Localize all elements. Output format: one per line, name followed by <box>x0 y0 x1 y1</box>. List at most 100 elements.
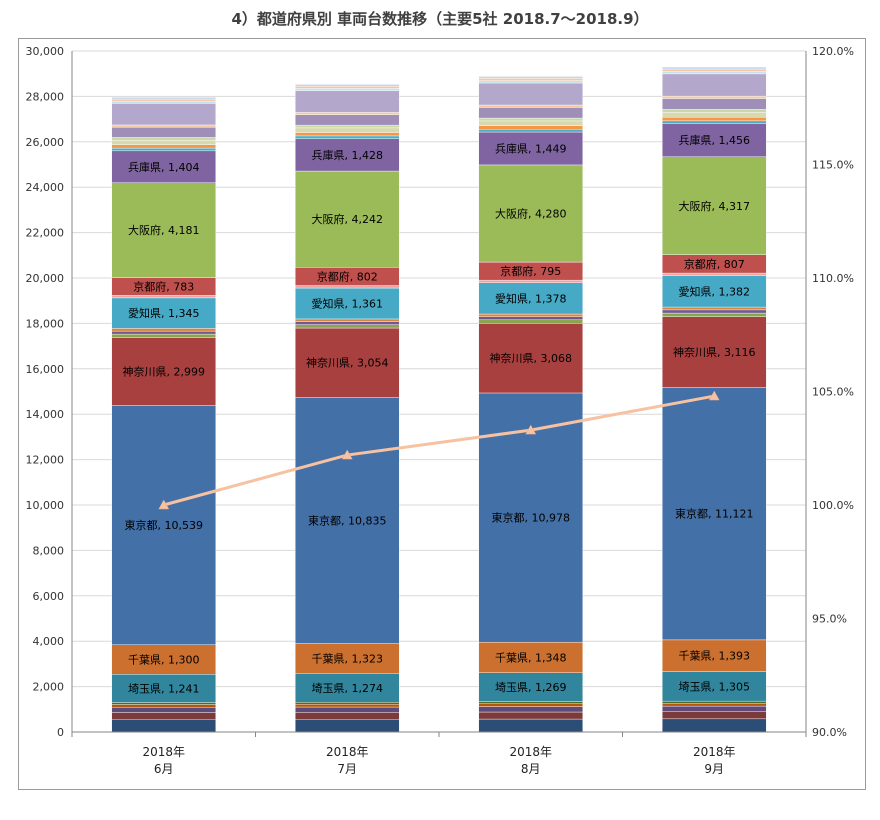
bar-segment <box>478 78 583 81</box>
data-label: 埼玉県, 1,305 <box>679 679 750 693</box>
bar-segment <box>478 279 583 283</box>
bar-segment <box>111 100 216 104</box>
bar-segment-神奈川県 <box>478 323 583 394</box>
data-label: 千葉県, 1,348 <box>495 650 566 664</box>
bar-segment <box>662 112 767 118</box>
data-label: 神奈川県, 2,999 <box>123 365 205 379</box>
data-label: 兵庫県, 1,456 <box>679 133 750 147</box>
data-label: 兵庫県, 1,449 <box>495 141 566 155</box>
bar-segment <box>111 719 216 733</box>
bar-segment-東京都 <box>111 405 216 646</box>
bar-segment <box>295 702 400 705</box>
growth-line <box>163 394 715 507</box>
y2-tick-label: 100.0% <box>812 499 854 512</box>
bar-segment <box>111 147 216 152</box>
bar-segment <box>478 313 583 317</box>
x-tick-label: 2018年 6月 <box>142 745 185 776</box>
bar-segment <box>478 80 583 84</box>
data-label: 京都府, 802 <box>317 269 378 283</box>
line-marker <box>708 390 720 401</box>
bar-segment <box>478 117 583 122</box>
bar-segment <box>662 711 767 720</box>
bar-segment <box>111 127 216 138</box>
bar-segment-大阪府 <box>662 156 767 255</box>
data-label: 東京都, 10,835 <box>308 513 386 527</box>
bar-segment <box>295 86 400 89</box>
bar-segment <box>662 306 767 311</box>
bar-segment <box>111 702 216 705</box>
y-tick-label: 6,000 <box>33 590 65 603</box>
data-label: 神奈川県, 3,116 <box>673 345 755 359</box>
bar-segment <box>662 68 767 72</box>
bar-segment <box>295 318 400 322</box>
bar-segment <box>662 98 767 110</box>
y-tick-label: 12,000 <box>26 454 65 467</box>
bar-segment <box>111 137 216 141</box>
bar-segment <box>111 103 216 126</box>
bar-segment <box>478 316 583 321</box>
bar-segment <box>662 95 767 99</box>
data-label: 東京都, 10,978 <box>492 511 570 525</box>
bar-segment <box>662 703 767 707</box>
bar-segment <box>662 718 767 733</box>
line-marker <box>341 449 353 460</box>
bar-segment-兵庫県 <box>662 123 767 157</box>
data-label: 兵庫県, 1,428 <box>312 148 383 162</box>
data-label: 大阪府, 4,242 <box>312 212 383 226</box>
bar-segment <box>295 706 400 713</box>
bar-segment <box>295 132 400 137</box>
bar-segment <box>295 324 400 329</box>
bar-segment <box>111 328 216 332</box>
bar-segment <box>111 295 216 299</box>
bar-segment <box>478 129 583 133</box>
bar-segment <box>295 285 400 289</box>
bar-segment-千葉県 <box>662 639 767 672</box>
data-label: 東京都, 10,539 <box>125 518 203 532</box>
bar-segment <box>111 330 216 335</box>
growth-line-layer <box>158 390 720 510</box>
y2-tick-label: 95.0% <box>812 613 847 626</box>
data-label: 千葉県, 1,393 <box>679 649 750 663</box>
line-marker <box>158 499 170 510</box>
bar-segment <box>295 112 400 115</box>
y-tick-label: 2,000 <box>33 681 65 694</box>
bar-segment <box>478 82 583 106</box>
bar-segment <box>478 319 583 324</box>
x-tick-label: 2018年 9月 <box>693 745 736 776</box>
bar-segment <box>478 107 583 119</box>
bar-segment <box>662 120 767 124</box>
bars-layer <box>111 66 767 733</box>
y-tick-label: 14,000 <box>26 408 65 421</box>
chart-title: 4）都道府県別 車両台数推移（主要5社 2018.7～2018.9） <box>231 10 649 28</box>
bar-segment <box>662 272 767 276</box>
bar-segment <box>662 73 767 97</box>
y-tick-label: 22,000 <box>26 227 65 240</box>
bar-segment-神奈川県 <box>662 316 767 388</box>
data-label: 東京都, 11,121 <box>675 507 753 521</box>
bar-segment <box>111 124 216 128</box>
bar-segment <box>478 703 583 707</box>
bar-segment <box>662 312 767 317</box>
bar-segment <box>478 125 583 130</box>
bar-segment-神奈川県 <box>295 327 400 398</box>
data-label: 大阪府, 4,181 <box>128 223 199 237</box>
data-label: 埼玉県, 1,241 <box>128 681 199 695</box>
bar-segment <box>662 109 767 113</box>
bar-segment <box>662 71 767 75</box>
bar-segment-東京都 <box>295 397 400 644</box>
bar-segment-千葉県 <box>111 644 216 675</box>
bar-segment <box>478 76 583 79</box>
chart-frame <box>18 38 866 790</box>
data-label: 愛知県, 1,361 <box>312 297 383 311</box>
data-labels-layer: 埼玉県, 1,241 千葉県, 1,300 東京都, 10,539 神奈川県, 2,9… <box>123 133 756 695</box>
data-label: 愛知県, 1,382 <box>679 284 750 298</box>
bar-segment <box>662 700 767 704</box>
bar-segment <box>662 705 767 712</box>
y-tick-label: 4,000 <box>33 635 65 648</box>
data-label: 大阪府, 4,280 <box>495 207 566 221</box>
bar-segment <box>662 309 767 314</box>
data-label: 神奈川県, 3,054 <box>306 356 388 370</box>
y2-tick-label: 105.0% <box>812 386 854 399</box>
bar-segment <box>295 321 400 325</box>
